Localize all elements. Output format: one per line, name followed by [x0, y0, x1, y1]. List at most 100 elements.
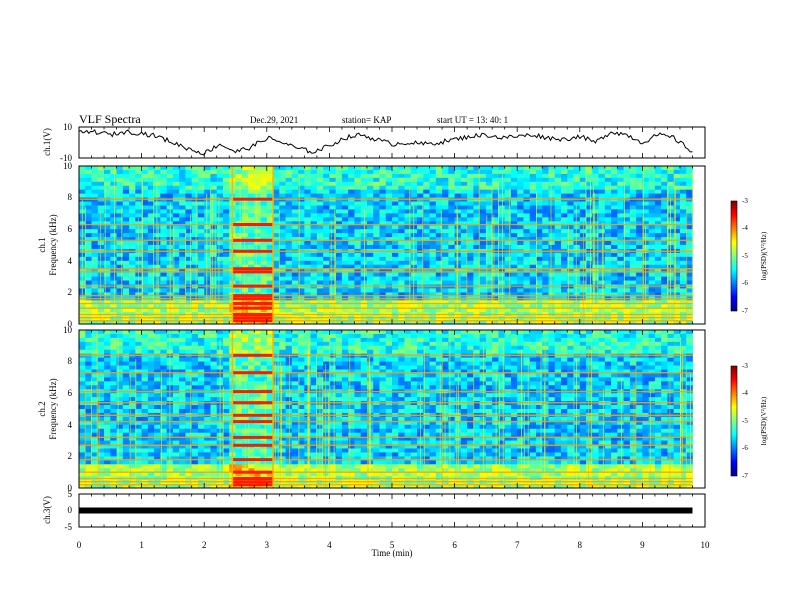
spec1-cell: [204, 185, 211, 191]
spec1-cell: [291, 276, 299, 281]
spec1-cell: [266, 189, 274, 195]
spec1-cell: [617, 166, 625, 171]
spec2-cell: [135, 357, 142, 362]
spec2-cell: [517, 349, 524, 355]
spec1-cell: [398, 181, 405, 187]
spec1-cell: [348, 304, 355, 309]
spec1-cell: [661, 241, 668, 246]
spec1-cell: [429, 320, 437, 325]
spec1-cell: [354, 276, 362, 281]
spec1-cell: [561, 177, 568, 183]
spec1-cell: [504, 268, 512, 274]
spec1-cell: [611, 169, 618, 175]
spec1-cell: [235, 233, 243, 238]
spec1-cell: [97, 193, 105, 198]
spec1-cell: [341, 288, 349, 293]
spec1-cell: [235, 177, 243, 183]
spec1-cell: [529, 217, 537, 222]
spec1-cell: [686, 276, 693, 281]
spec2-cell: [79, 337, 86, 343]
spec1-cell: [648, 213, 656, 218]
spec2-cell: [354, 330, 362, 335]
spec1-cell: [341, 233, 349, 238]
spec1-cell: [216, 177, 224, 183]
spec1-cell: [485, 276, 493, 281]
spec1-cell: [417, 268, 424, 274]
spec1-cell: [542, 189, 549, 195]
spec1-cell: [473, 292, 481, 297]
spec2-cell: [623, 349, 631, 355]
spec1-cell: [467, 225, 474, 230]
spec1-cell: [623, 320, 631, 325]
spec1-cell: [172, 320, 180, 325]
spec1-cell: [592, 264, 599, 270]
spec1-cell: [354, 264, 362, 270]
spec1-cell: [673, 173, 681, 179]
spec1-cell: [185, 189, 193, 195]
spec1-cell: [197, 280, 205, 285]
spec1-cell: [310, 256, 318, 262]
spec1-cell: [348, 166, 355, 171]
spec1-burst-stripe: [232, 306, 274, 310]
spec2-cell: [498, 341, 506, 347]
spec1-cell: [197, 300, 205, 305]
spec1-cell: [323, 189, 330, 195]
spec2-cell: [373, 330, 380, 335]
spec1-cell: [429, 169, 437, 175]
spec1-cell: [423, 201, 430, 206]
spec1-cell: [398, 272, 405, 277]
spec1-cell: [429, 233, 437, 238]
ch1-ytick-2: 2: [68, 287, 73, 297]
spec1-cell: [592, 169, 599, 175]
spec1-cell: [611, 280, 618, 285]
spec2-cell: [185, 341, 193, 347]
spec1-cell: [586, 233, 593, 238]
spec1-cell: [360, 272, 368, 277]
spec2-cell: [210, 330, 218, 335]
spec1-cell: [197, 185, 205, 191]
spec1-cell: [448, 256, 455, 262]
spec2-cell: [611, 341, 618, 347]
spec1-cell: [648, 225, 656, 230]
spec1-cell: [498, 256, 506, 262]
spec1-cell: [360, 205, 368, 210]
spec2-cell: [147, 357, 155, 362]
spec2-cell: [110, 345, 117, 351]
spec2-cell: [592, 333, 599, 339]
spec1-cell: [679, 193, 687, 198]
spec2-cell: [91, 341, 99, 347]
spec1-cell: [91, 233, 99, 238]
spec1-cell: [517, 213, 524, 218]
spec1-cell: [492, 193, 499, 198]
spec1-cell: [341, 173, 349, 179]
spec1-cell: [535, 205, 543, 210]
spec1-cell: [154, 193, 161, 198]
spec1-cell: [160, 177, 168, 183]
spec1-cell: [410, 166, 418, 171]
spec1-cell: [197, 320, 205, 325]
spec2-cell: [586, 341, 593, 347]
spec1-cell: [429, 193, 437, 198]
spec1-cell: [316, 169, 324, 175]
spec1-cell: [510, 169, 518, 175]
spec2-cell: [460, 341, 468, 347]
spec1-cell: [116, 288, 124, 293]
spec1-cell: [360, 292, 368, 297]
spec1-cell: [385, 241, 393, 246]
spec1-cell: [417, 229, 424, 234]
spec1-cell: [323, 205, 330, 210]
spec1-cell: [366, 233, 374, 238]
spec2-cell: [642, 341, 650, 347]
spec1-cell: [467, 308, 474, 313]
spec2-cell: [348, 333, 355, 339]
spec1-cell: [329, 304, 337, 309]
spec1-cell: [248, 233, 255, 238]
spec1-cell: [567, 189, 574, 195]
spec1-cell: [417, 209, 424, 214]
spec1-cell: [398, 229, 405, 234]
spec2-cell: [366, 349, 374, 355]
spec1-cell: [185, 213, 193, 218]
spec1-cell: [611, 292, 618, 297]
spec1-cell: [379, 276, 387, 281]
spec2-cell: [191, 349, 199, 355]
